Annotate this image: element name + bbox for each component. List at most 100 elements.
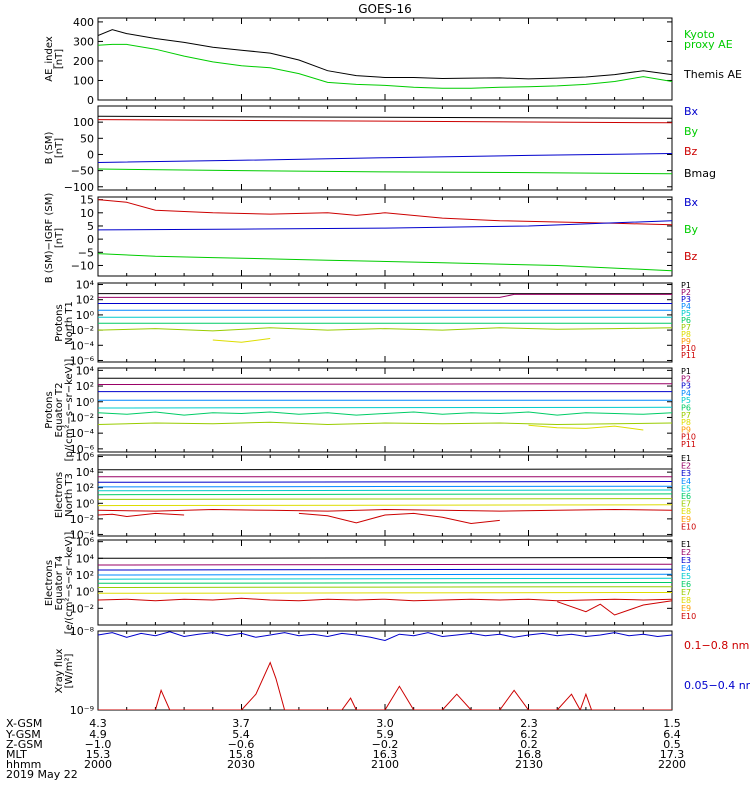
ephemeris-value: 0.5: [663, 738, 681, 751]
y-tick-label: 10⁻⁶: [70, 443, 95, 456]
y-axis-label: [nT]: [54, 49, 65, 69]
y-tick-label: 10⁻²: [70, 324, 94, 337]
legend-entry: P8: [681, 330, 691, 339]
series-line-p8: [212, 338, 271, 343]
series-line-e4: [98, 485, 672, 488]
legend-entry: P9: [681, 425, 691, 434]
series-line-e5: [98, 577, 672, 580]
legend-entry: P11: [681, 440, 696, 449]
series-group: [98, 115, 672, 175]
y-tick-label: 10⁴: [76, 279, 95, 292]
legend-entry: proxy AE: [684, 38, 733, 51]
ephemeris-value: 6.4: [663, 728, 681, 741]
series-line-e5: [98, 489, 672, 492]
y-tick-label: 10⁻⁴: [70, 339, 95, 352]
series-line-p5: [98, 406, 672, 409]
y-axis-label: Xray flux: [54, 649, 65, 694]
y-tick-label: 300: [73, 35, 94, 48]
series-group: [98, 293, 672, 343]
legend-entry: E5: [681, 484, 691, 493]
legend-entry: Kyoto: [684, 28, 715, 41]
ephemeris-value: 5.4: [232, 728, 250, 741]
ephemeris-value: 4.3: [89, 717, 107, 730]
ephemeris-value: 16.3: [373, 748, 398, 761]
series-line-bx: [98, 153, 672, 163]
legend-entry: P10: [681, 344, 696, 353]
legend-entry: P3: [681, 382, 691, 391]
panel-bsm: −100 −50 0 50 100 B (SM) [nT] Bx By Bz Bmag: [44, 105, 716, 194]
y-tick-label: 10⁴: [76, 364, 95, 377]
legend-entry: P5: [681, 396, 691, 405]
series-line-e3: [98, 481, 672, 483]
legend-entry: 0.1−0.8 nm: [684, 639, 749, 652]
series-line-0-1-0-8-nm: [98, 631, 672, 642]
legend-entry: P3: [681, 295, 691, 304]
legend-entry: E7: [681, 500, 691, 509]
y-tick-label: 10²: [76, 482, 94, 495]
y-tick-label: 10⁻⁸: [70, 625, 95, 638]
y-tick-label: 10⁻²: [70, 411, 94, 424]
y-tick-label: 10⁶: [76, 536, 95, 549]
series-line-0-05-0-4-nm: [98, 661, 672, 710]
y-tick-label: 10⁰: [76, 497, 95, 510]
ephemeris-value: 2000: [84, 758, 112, 771]
y-tick-label: 10⁰: [76, 586, 95, 599]
legend-entry: P7: [681, 411, 691, 420]
series-line-bmag: [98, 115, 672, 119]
legend-entry: P4: [681, 389, 691, 398]
ephemeris-value: 16.8: [517, 748, 542, 761]
series-group: [98, 631, 672, 710]
panel-frame: [97, 367, 673, 453]
series-group: [98, 199, 672, 272]
legend-entry: Bz: [684, 250, 698, 263]
y-tick-label: 10⁶: [76, 451, 95, 464]
y-axis-label: Equator T2: [54, 383, 65, 438]
series-line-e3: [98, 568, 672, 571]
y-tick-label: 10²: [76, 294, 94, 307]
legend-entry: E2: [681, 462, 691, 471]
y-axis-label: Protons: [54, 304, 65, 341]
y-tick-label: 10²: [76, 380, 94, 393]
legend-entry: Bx: [684, 105, 699, 118]
y-tick-label: −5: [78, 246, 94, 259]
series-line-e7: [98, 586, 672, 588]
legend-entry: Bmag: [684, 167, 716, 180]
series-line-by: [98, 168, 672, 175]
legend-entry: P4: [681, 302, 691, 311]
y-tick-label: 200: [73, 55, 94, 68]
series-line-p2: [98, 383, 672, 385]
legend-entry: P5: [681, 309, 691, 318]
legend-entry: E9: [681, 604, 691, 613]
panel-frame: [97, 105, 673, 191]
y-tick-label: 400: [73, 16, 94, 29]
ephemeris-value: 17.3: [660, 748, 685, 761]
panel-xray: 10⁻⁹ 10⁻⁸ Xray flux [W/m²] 0.1−0.8 nm 0.05−0.…: [54, 625, 750, 717]
y-axis-label: Electrons: [54, 472, 65, 518]
y-axis-label: [nT]: [54, 138, 65, 158]
y-tick-label: −10: [71, 259, 94, 272]
panel-frame: [97, 17, 673, 101]
y-axis-label: AE_index: [44, 36, 55, 82]
legend-entry: E8: [681, 596, 691, 605]
legend-entry: E7: [681, 588, 691, 597]
series-line-by: [98, 253, 672, 272]
legend-entry: E9: [681, 515, 691, 524]
series-line-bz: [98, 199, 672, 226]
ephemeris-value: 2100: [371, 758, 399, 771]
y-axis-label: B (SM)−IGRF (SM): [44, 193, 55, 284]
y-tick-label: 10: [80, 207, 94, 220]
ephemeris-row-label: hhmm: [6, 758, 41, 771]
legend-entry: E3: [681, 556, 691, 565]
series-line-e10: [557, 600, 672, 616]
series-line-bx: [98, 220, 672, 231]
ephemeris-row-label: Z-GSM: [6, 738, 43, 751]
y-tick-label: 15: [80, 194, 94, 207]
ephemeris-value: 3.0: [376, 717, 394, 730]
legend-entry: P11: [681, 351, 696, 360]
legend-entry: 0.05−0.4 nm: [684, 679, 750, 692]
